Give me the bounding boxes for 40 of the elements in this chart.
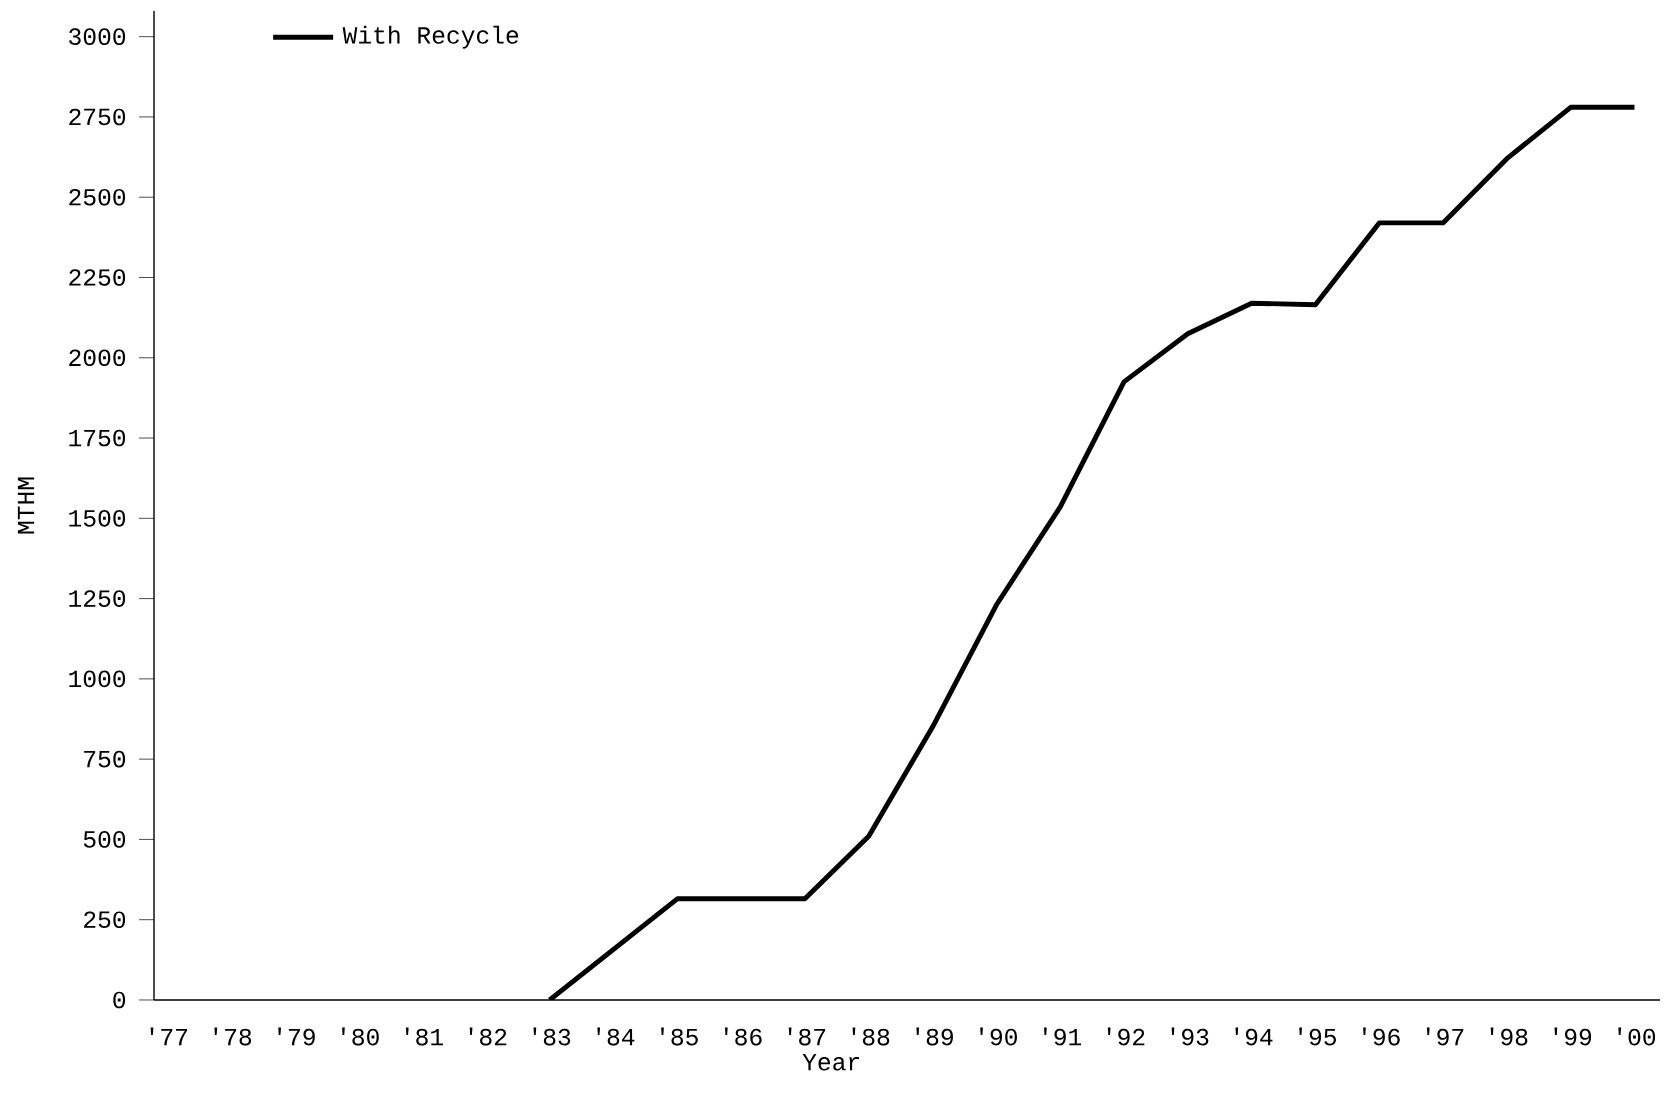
x-tick-label: '81: [405, 1027, 443, 1046]
y-tick-label: 2000: [69, 349, 126, 367]
x-tick-label: '93: [1171, 1027, 1209, 1046]
x-tick-label: '95: [1299, 1027, 1336, 1046]
y-tick-label: 1500: [69, 510, 126, 527]
x-axis-title: Year: [802, 1054, 860, 1071]
x-tick-label: '99: [1554, 1027, 1592, 1046]
x-tick-label: '87: [788, 1027, 826, 1046]
x-tick-label: '96: [1363, 1027, 1400, 1046]
y-tick-label: 2500: [69, 188, 126, 206]
x-tick-label: '83: [533, 1027, 571, 1046]
x-tick-label: '80: [342, 1027, 379, 1046]
x-tick-label: '77: [150, 1027, 187, 1046]
x-tick-label: '85: [661, 1027, 698, 1046]
x-tick-label: '92: [1107, 1027, 1145, 1046]
x-tick-label: '84: [597, 1027, 635, 1046]
y-tick-label: 2750: [69, 108, 126, 126]
y-tick-label: 250: [84, 911, 126, 929]
y-tick-label: 2250: [69, 269, 126, 286]
y-tick-label: 3000: [69, 28, 126, 46]
x-tick-label: '88: [852, 1027, 890, 1046]
x-tick-label: '78: [214, 1027, 252, 1046]
legend-label: With Recycle: [342, 25, 519, 49]
x-tick-label: '82: [469, 1027, 507, 1046]
x-tick-label: '00: [1618, 1027, 1656, 1046]
y-tick-label: 1000: [69, 670, 126, 688]
y-axis-title: MTHM: [17, 477, 35, 534]
y-tick-label: 0: [113, 991, 126, 1009]
x-tick-label: '79: [278, 1027, 315, 1046]
x-tick-label: '98: [1490, 1027, 1528, 1046]
x-tick-label: '86: [724, 1027, 762, 1046]
y-tick-label: 1250: [69, 590, 126, 607]
x-tick-label: '89: [916, 1027, 953, 1046]
y-tick-label: 500: [83, 831, 126, 848]
x-tick-label: '91: [1044, 1027, 1082, 1046]
y-tick-label: 1750: [69, 429, 126, 447]
x-tick-label: '97: [1426, 1027, 1464, 1046]
y-tick-label: 750: [84, 750, 126, 768]
x-tick-label: '90: [980, 1027, 1017, 1046]
x-tick-label: '94: [1235, 1027, 1273, 1046]
